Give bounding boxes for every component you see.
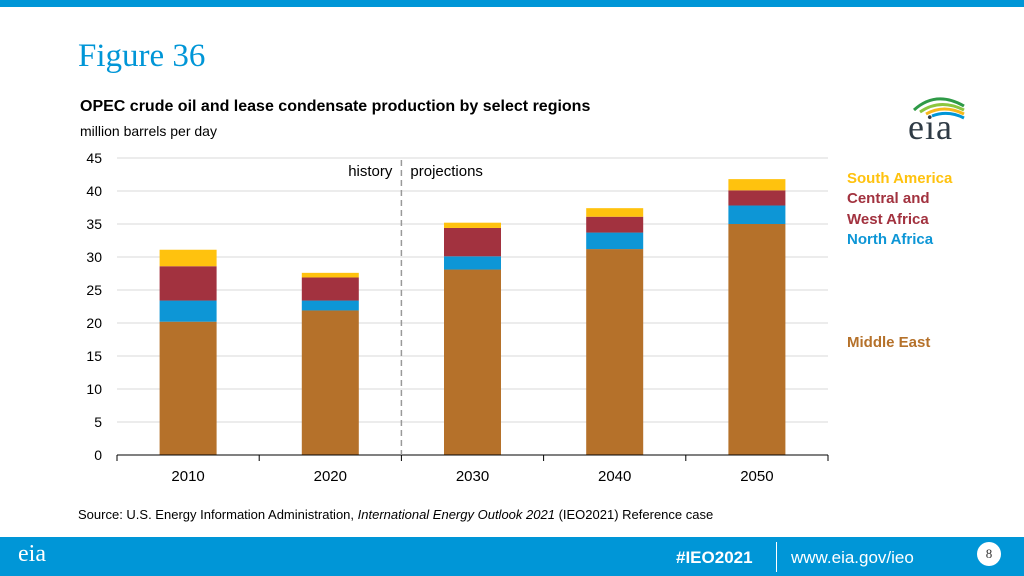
y-tick-label: 20 (86, 315, 102, 331)
y-tick-label: 15 (86, 348, 102, 364)
source-note: Source: U.S. Energy Information Administ… (78, 507, 714, 522)
y-tick-label: 25 (86, 282, 102, 298)
bar-south-america-2030 (444, 222, 501, 228)
bar-middle-east-2010 (159, 321, 217, 455)
eia-logo-arcs-icon (912, 97, 965, 120)
x-axis: 2010 2020 2030 2040 2050 (116, 454, 829, 485)
bar-central-and-west-africa-2050 (728, 190, 786, 206)
bar-middle-east-2030 (444, 269, 501, 455)
legend-north-africa: North Africa (847, 231, 934, 248)
footer-hashtag: #IEO2021 (676, 548, 753, 567)
y-axis-ticks: 0 5 10 15 20 25 30 35 40 45 (86, 150, 102, 463)
annotation-projections: projections (410, 163, 483, 180)
bar-central-and-west-africa-2020 (301, 277, 359, 301)
annotation-history: history (348, 163, 393, 180)
bars (159, 179, 786, 455)
bar-north-africa-2040 (586, 232, 644, 250)
bar-middle-east-2050 (728, 224, 786, 455)
y-tick-label: 0 (94, 447, 102, 463)
chart-subtitle: million barrels per day (80, 123, 217, 139)
bar-south-america-2050 (728, 179, 786, 191)
x-tick-label: 2040 (598, 468, 631, 485)
bar-south-america-2010 (159, 249, 217, 267)
x-tick-label: 2020 (314, 468, 347, 485)
bar-middle-east-2020 (301, 310, 359, 455)
bar-south-america-2020 (301, 272, 359, 278)
legend-west-africa: West Africa (847, 211, 929, 228)
bar-south-america-2040 (586, 208, 644, 217)
bar-north-africa-2050 (728, 205, 786, 224)
top-accent-bar (0, 0, 1024, 7)
eia-logo: eia (908, 107, 953, 147)
y-tick-label: 40 (86, 183, 102, 199)
footer-divider (776, 542, 777, 572)
bar-north-africa-2020 (301, 300, 359, 311)
legend-central-and: Central and (847, 190, 930, 207)
bar-central-and-west-africa-2030 (444, 227, 501, 257)
legend-south-america: South America (847, 170, 953, 187)
bar-central-and-west-africa-2010 (159, 266, 217, 301)
y-tick-label: 10 (86, 381, 102, 397)
y-tick-label: 5 (94, 414, 102, 430)
chart-title: OPEC crude oil and lease condensate prod… (80, 98, 591, 115)
legend-middle-east: Middle East (847, 334, 931, 351)
footer-bar (0, 537, 1024, 576)
page-title: Figure 36 (78, 38, 206, 74)
bar-middle-east-2040 (586, 249, 644, 455)
y-tick-label: 45 (86, 150, 102, 166)
y-tick-label: 35 (86, 216, 102, 232)
x-tick-label: 2010 (171, 468, 204, 485)
x-tick-label: 2050 (740, 468, 773, 485)
page-number: 8 (977, 542, 1001, 566)
bar-central-and-west-africa-2040 (586, 216, 644, 233)
y-tick-label: 30 (86, 249, 102, 265)
bar-north-africa-2010 (159, 300, 217, 322)
bar-north-africa-2030 (444, 256, 501, 270)
footer-eia-logo: eia (18, 541, 46, 567)
footer-url-link[interactable]: www.eia.gov/ieo (791, 548, 914, 567)
x-tick-label: 2030 (456, 468, 489, 485)
